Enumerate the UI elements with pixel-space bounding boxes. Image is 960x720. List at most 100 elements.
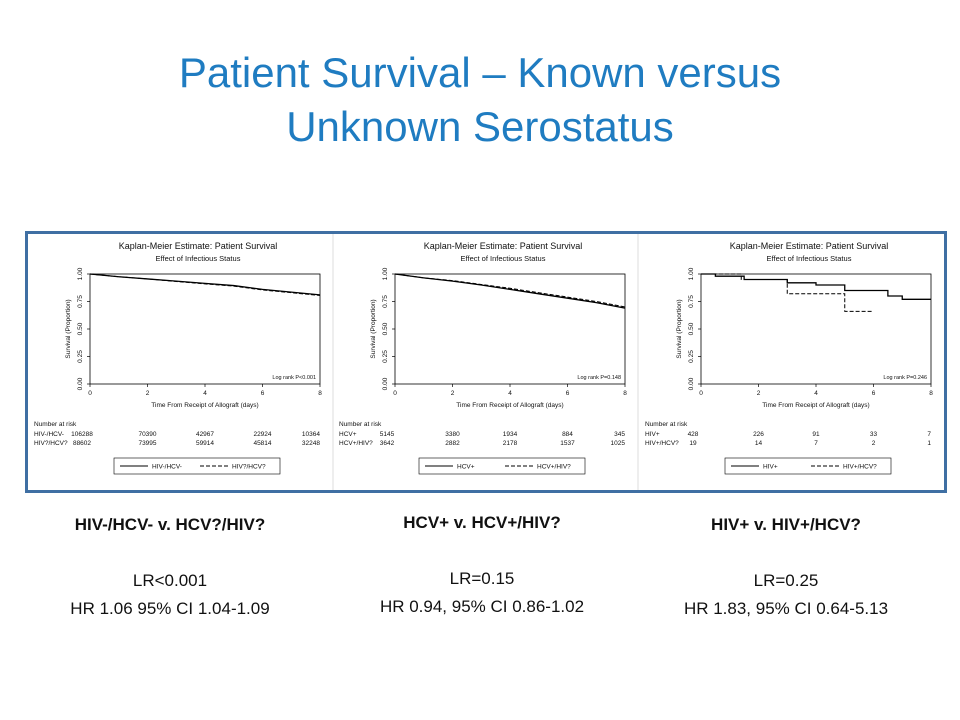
panel-2-risk-count: 1537 <box>560 440 575 447</box>
panel-1-y-axis-label: Survival (Proportion) <box>65 299 72 358</box>
km-figure-frame: Kaplan-Meier Estimate: Patient Survival E… <box>25 231 947 493</box>
panel-3-y-tick-label: 0.50 <box>688 322 695 335</box>
panel-2-logrank-annotation: Log rank P=0.148 <box>577 375 621 381</box>
panel-2-risk-count: 3642 <box>380 440 395 447</box>
panel-3-chart-subtitle: Effect of Infectious Status <box>767 254 852 263</box>
panel-3-legend-label-2: HIV+/HCV? <box>843 464 877 471</box>
panel-2-chart-title: Kaplan-Meier Estimate: Patient Survival <box>424 241 583 251</box>
panel-2-y-tick-label: 0.25 <box>382 350 389 363</box>
panel-3-x-tick-label: 2 <box>757 390 761 397</box>
panel-3-x-tick-label: 4 <box>814 390 818 397</box>
panel-1-chart-title: Kaplan-Meier Estimate: Patient Survival <box>119 241 278 251</box>
panel-2-x-tick-label: 6 <box>566 390 570 397</box>
panel-1-risk-count: 88602 <box>73 440 91 447</box>
panel-2-risk-count: 2178 <box>503 440 518 447</box>
panel-3-risk-count: 7 <box>814 440 818 447</box>
caption-3-hr: HR 1.83, 95% CI 0.64-5.13 <box>683 599 889 618</box>
panel-1-y-tick-label: 0.50 <box>77 322 84 335</box>
panel-1-logrank-annotation: Log rank P<0.001 <box>272 375 316 381</box>
panel-1-y-tick-label: 0.75 <box>77 295 84 308</box>
panel-2-risk-header: Number at risk <box>339 421 382 428</box>
panel-2-chart-subtitle: Effect of Infectious Status <box>461 254 546 263</box>
panel-1-risk-count: 42967 <box>196 431 214 438</box>
panel-3-risk-count: 1 <box>927 440 931 447</box>
panel-3-background <box>641 236 942 488</box>
slide-title: Patient Survival – Known versus Unknown … <box>40 46 920 154</box>
panel-3-y-tick-label: 0.00 <box>688 377 695 390</box>
panel-1-legend-label-2: HIV?/HCV? <box>232 464 266 471</box>
panel-1-risk-count: 22924 <box>253 431 271 438</box>
panel-1-series-2-curve <box>89 273 321 296</box>
panel-2-x-tick-label: 8 <box>623 390 627 397</box>
panel-1-risk-label-1: HIV-/HCV- <box>34 431 64 438</box>
panel-2-risk-count: 1025 <box>611 440 626 447</box>
panel-1-risk-count: 59914 <box>196 440 214 447</box>
panel-1-y-tick-label: 0.25 <box>77 350 84 363</box>
panel-3-risk-count: 91 <box>812 431 820 438</box>
panel-1-x-tick-label: 0 <box>88 390 92 397</box>
caption-2: HCV+ v. HCV+/HIV? LR=0.15 HR 0.94, 95% C… <box>332 512 632 618</box>
slide-title-line-2: Unknown Serostatus <box>286 103 674 150</box>
panel-2-y-axis-label: Survival (Proportion) <box>370 299 377 358</box>
panel-2-y-tick-label: 1.00 <box>382 267 389 280</box>
panel-1-legend-box <box>113 457 281 475</box>
panel-1-x-axis-label: Time From Receipt of Allograft (days) <box>151 402 258 409</box>
panel-2-risk-label-2: HCV+/HIV? <box>339 440 373 447</box>
panel-3-risk-count: 33 <box>870 431 878 438</box>
panel-2-x-axis-label: Time From Receipt of Allograft (days) <box>456 402 563 409</box>
caption-1-title: HIV-/HCV- v. HCV?/HIV? <box>74 515 266 534</box>
panel-2-legend-label-2: HCV+/HIV? <box>537 464 571 471</box>
panel-2-y-tick-label: 0.00 <box>382 377 389 390</box>
panel-3-x-axis-label: Time From Receipt of Allograft (days) <box>762 402 869 409</box>
panel-3-chart-title: Kaplan-Meier Estimate: Patient Survival <box>730 241 889 251</box>
caption-3-lr: LR=0.25 <box>753 571 819 590</box>
panel-1-background <box>30 236 331 488</box>
caption-3: HIV+ v. HIV+/HCV? LR=0.25 HR 1.83, 95% C… <box>636 514 936 620</box>
panel-1-y-tick-label: 0.00 <box>77 377 84 390</box>
panel-1-x-tick-label: 4 <box>203 390 207 397</box>
panel-3-series-2-curve <box>701 273 874 312</box>
panel-3-risk-count: 7 <box>927 431 931 438</box>
panel-2-background <box>335 236 636 488</box>
panel-1-risk-header: Number at risk <box>34 421 77 428</box>
caption-2-lr: LR=0.15 <box>449 569 515 588</box>
panel-2-risk-count: 1934 <box>503 431 518 438</box>
panel-1-risk-count: 32248 <box>302 440 320 447</box>
panel-2-risk-count: 884 <box>562 431 573 438</box>
panel-2-series-2-curve <box>394 273 626 308</box>
panel-2-risk-count: 345 <box>614 431 625 438</box>
panel-1-legend-label-1: HIV-/HCV- <box>152 464 182 471</box>
panel-3-legend-label-1: HIV+ <box>763 464 778 471</box>
panel-2-x-tick-label: 2 <box>451 390 455 397</box>
panel-3-risk-count: 19 <box>689 440 697 447</box>
panel-1-risk-count: 106288 <box>71 431 93 438</box>
panel-2-legend-box <box>418 457 586 475</box>
panel-1-chart-subtitle: Effect of Infectious Status <box>156 254 241 263</box>
panel-3-risk-label-2: HIV+/HCV? <box>645 440 679 447</box>
panel-3-risk-count: 14 <box>755 440 763 447</box>
panel-2-x-tick-label: 4 <box>508 390 512 397</box>
panel-1-x-tick-label: 2 <box>146 390 150 397</box>
panel-1-risk-count: 73995 <box>138 440 156 447</box>
caption-1-hr: HR 1.06 95% CI 1.04-1.09 <box>70 599 270 618</box>
panel-2-x-tick-label: 0 <box>393 390 397 397</box>
panel-1-x-tick-label: 8 <box>318 390 322 397</box>
panel-2-risk-count: 3380 <box>445 431 460 438</box>
panel-3-series-1-curve <box>701 273 931 300</box>
slide-title-line-1: Patient Survival – Known versus <box>178 49 782 96</box>
caption-3-title: HIV+ v. HIV+/HCV? <box>711 515 861 534</box>
panel-3-risk-count: 226 <box>753 431 764 438</box>
panel-2-risk-count: 2882 <box>445 440 460 447</box>
panel-3-risk-count: 428 <box>688 431 699 438</box>
panel-3-y-axis-label: Survival (Proportion) <box>676 299 683 358</box>
caption-1-lr: LR<0.001 <box>132 571 208 590</box>
panel-3-logrank-annotation: Log rank P=0.246 <box>883 375 927 381</box>
panel-1-y-tick-label: 1.00 <box>77 267 84 280</box>
panel-2-risk-count: 5145 <box>380 431 395 438</box>
caption-2-hr: HR 0.94, 95% CI 0.86-1.02 <box>379 597 585 616</box>
panel-3-legend-box <box>724 457 892 475</box>
panel-3-risk-header: Number at risk <box>645 421 688 428</box>
panel-2-y-tick-label: 0.50 <box>382 322 389 335</box>
panel-1-x-tick-label: 6 <box>261 390 265 397</box>
panel-2-legend-label-1: HCV+ <box>457 464 475 471</box>
